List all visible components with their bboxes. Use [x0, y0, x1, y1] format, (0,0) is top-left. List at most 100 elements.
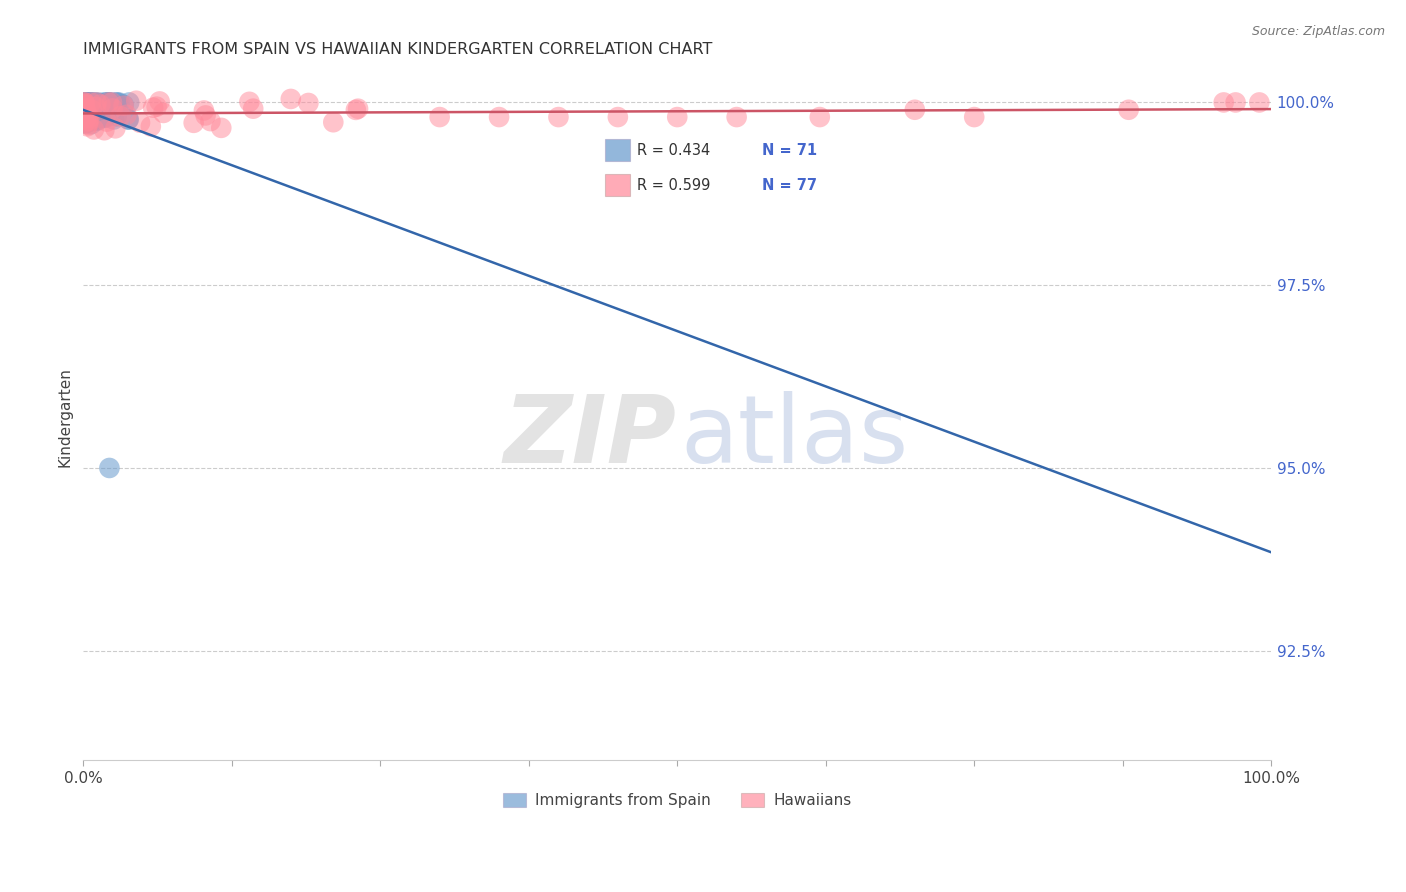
- Point: [93, 111, 115, 125]
- Point: [75, 98, 97, 112]
- Point: [86, 95, 108, 110]
- Point: [97, 95, 120, 110]
- Point: [80, 103, 103, 117]
- Point: [280, 92, 302, 106]
- Point: [73, 95, 96, 110]
- Point: [808, 110, 831, 124]
- Point: [77, 102, 100, 116]
- Point: [73, 95, 96, 110]
- Point: [89, 97, 111, 112]
- Point: [77, 114, 100, 128]
- Point: [79, 109, 101, 123]
- Point: [83, 113, 105, 128]
- Point: [73, 95, 96, 110]
- Point: [77, 108, 100, 122]
- Text: ZIP: ZIP: [503, 392, 676, 483]
- Point: [152, 106, 174, 120]
- Point: [200, 114, 222, 128]
- Point: [238, 95, 260, 109]
- Point: [90, 96, 112, 111]
- Point: [83, 122, 105, 136]
- Point: [75, 103, 97, 117]
- Point: [86, 95, 108, 110]
- Point: [73, 116, 96, 130]
- Point: [76, 95, 98, 110]
- Point: [142, 101, 165, 115]
- Point: [73, 107, 96, 121]
- Point: [76, 120, 98, 134]
- Point: [80, 95, 103, 110]
- Point: [112, 98, 135, 112]
- Point: [606, 110, 628, 124]
- Point: [101, 95, 124, 110]
- Point: [73, 97, 96, 112]
- Point: [77, 113, 100, 128]
- Point: [76, 104, 98, 119]
- Point: [93, 123, 115, 137]
- Point: [115, 108, 138, 122]
- Y-axis label: Kindergarten: Kindergarten: [58, 367, 72, 467]
- Point: [73, 97, 96, 112]
- Point: [125, 94, 148, 108]
- Point: [347, 102, 370, 116]
- Point: [84, 113, 107, 128]
- Point: [963, 110, 986, 124]
- Point: [547, 110, 569, 124]
- Point: [73, 101, 96, 115]
- Point: [73, 103, 96, 118]
- Point: [97, 95, 120, 110]
- Point: [76, 100, 98, 114]
- Point: [112, 98, 135, 112]
- Point: [77, 95, 100, 110]
- Point: [77, 108, 100, 122]
- Point: [117, 112, 139, 127]
- Text: IMMIGRANTS FROM SPAIN VS HAWAIIAN KINDERGARTEN CORRELATION CHART: IMMIGRANTS FROM SPAIN VS HAWAIIAN KINDER…: [83, 42, 713, 57]
- Point: [77, 103, 100, 118]
- Point: [80, 117, 103, 131]
- Point: [209, 120, 232, 135]
- Point: [94, 102, 117, 116]
- Point: [75, 103, 97, 117]
- Point: [149, 95, 172, 109]
- Point: [904, 103, 927, 117]
- Point: [145, 100, 167, 114]
- Text: atlas: atlas: [681, 392, 910, 483]
- Point: [75, 116, 97, 130]
- Point: [84, 96, 107, 111]
- Point: [76, 116, 98, 130]
- Point: [105, 95, 128, 110]
- Point: [97, 95, 120, 110]
- Point: [76, 95, 98, 110]
- Point: [93, 95, 115, 110]
- Point: [108, 95, 131, 110]
- Point: [83, 112, 105, 127]
- Point: [73, 106, 96, 120]
- Point: [96, 95, 118, 110]
- Point: [75, 111, 97, 125]
- Point: [79, 98, 101, 112]
- Point: [75, 115, 97, 129]
- Point: [94, 109, 117, 123]
- Point: [77, 95, 100, 110]
- Point: [79, 104, 101, 119]
- Point: [76, 95, 98, 110]
- Legend: Immigrants from Spain, Hawaiians: Immigrants from Spain, Hawaiians: [496, 788, 858, 814]
- Point: [86, 96, 108, 111]
- Point: [101, 102, 124, 116]
- Point: [101, 104, 124, 119]
- Point: [79, 103, 101, 118]
- Point: [93, 101, 115, 115]
- Point: [1212, 95, 1234, 110]
- Point: [86, 113, 108, 128]
- Point: [73, 116, 96, 130]
- Point: [104, 121, 127, 136]
- Point: [79, 113, 101, 128]
- Point: [96, 114, 118, 128]
- Point: [75, 108, 97, 122]
- Point: [76, 100, 98, 114]
- Point: [77, 113, 100, 128]
- Point: [193, 103, 215, 118]
- Point: [103, 112, 125, 127]
- Point: [76, 95, 98, 110]
- Point: [84, 103, 107, 118]
